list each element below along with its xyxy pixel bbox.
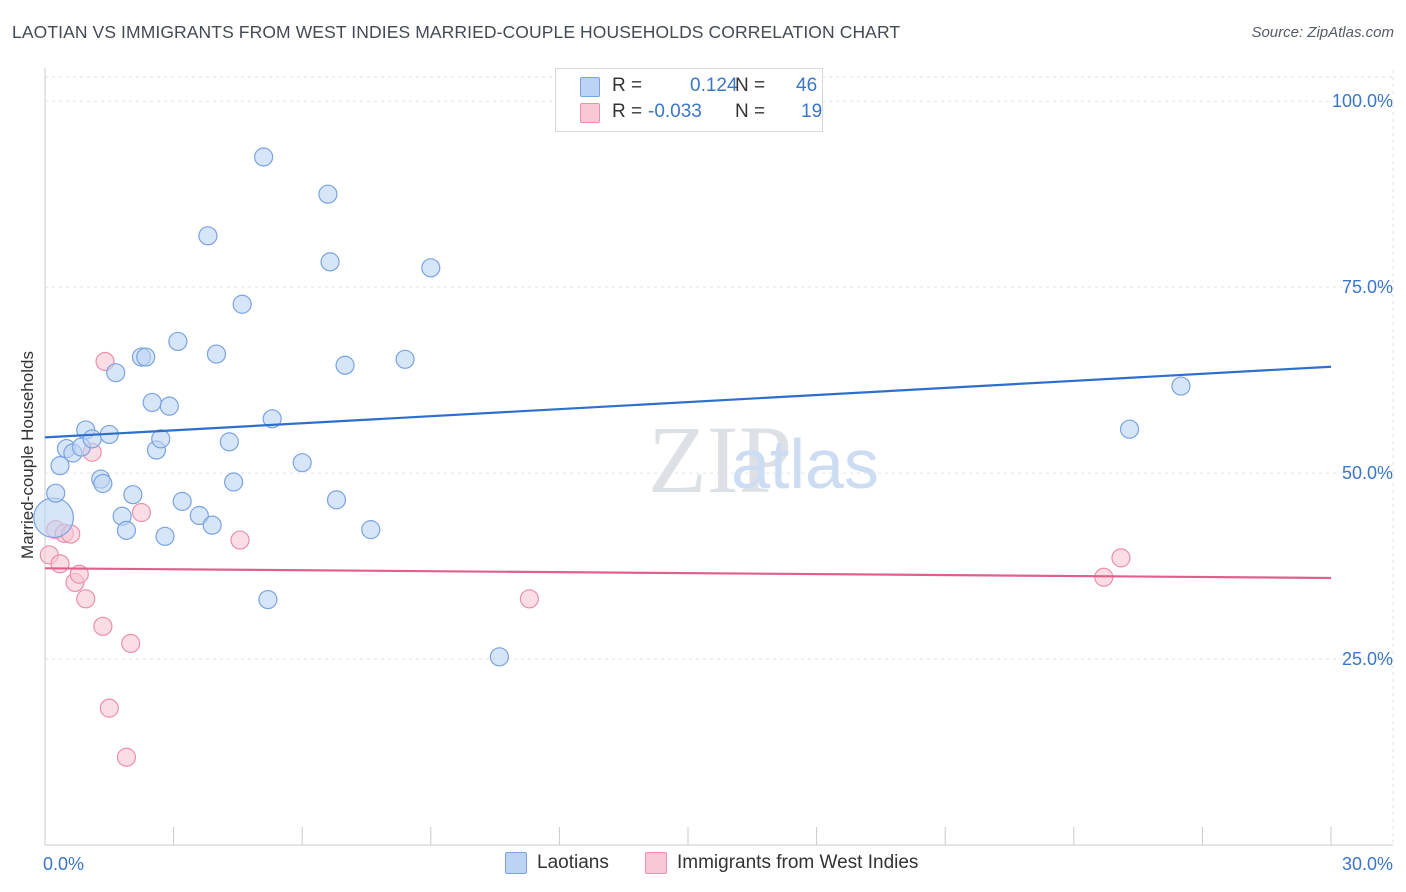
laotians-point (50, 456, 70, 476)
laotians-point (395, 349, 415, 369)
west-indies-point (69, 564, 89, 584)
laotians-point (189, 505, 209, 526)
west-indies-point (131, 502, 152, 523)
west-indies-legend-label: Immigrants from West Indies (677, 852, 919, 873)
n-label: N = (735, 101, 766, 122)
west-indies-legend-swatch (645, 852, 667, 874)
watermark-zip: ZIP (648, 406, 792, 513)
laotians-point (258, 589, 278, 610)
laotians-point (198, 226, 218, 246)
laotians-point (151, 429, 171, 449)
laotians-swatch (580, 77, 600, 97)
laotians-point (106, 363, 126, 383)
laotians-legend-swatch (505, 852, 527, 874)
laotians-point (93, 473, 113, 494)
laotians-legend-label: Laotians (537, 852, 609, 873)
y-tick-label: 100.0% (1332, 91, 1393, 111)
west-indies-point (1111, 548, 1131, 568)
n-label: N = (735, 75, 766, 96)
laotians-point (219, 432, 239, 452)
west-indies-r-value: -0.033 (648, 101, 702, 122)
west-indies-point (116, 747, 137, 767)
watermark-atlas: atlas (731, 425, 879, 503)
west-indies-point (121, 633, 141, 654)
y-tick-label: 50.0% (1342, 463, 1393, 483)
laotians-point (421, 258, 441, 278)
west-indies-point (76, 589, 96, 609)
laotians-point (335, 355, 355, 375)
r-label: R = (612, 101, 643, 122)
laotians-point (159, 396, 179, 416)
laotians-r-value: 0.124 (690, 75, 738, 96)
laotians-point (320, 252, 340, 272)
laotians-point (142, 392, 162, 413)
laotians-point (232, 294, 252, 314)
west-indies-point (50, 554, 70, 574)
source-label: Source: ZipAtlas.com (1251, 24, 1394, 41)
west-indies-trend-line (44, 567, 1332, 580)
laotians-point (254, 147, 274, 167)
laotians-point (1171, 376, 1191, 396)
west-indies-swatch (580, 103, 600, 123)
laotians-point (262, 409, 282, 429)
laotians-point (489, 647, 509, 667)
laotians-point (33, 497, 74, 539)
west-indies-point (519, 589, 539, 609)
y-tick-label: 75.0% (1342, 277, 1393, 297)
laotians-point (155, 526, 175, 546)
x-tick-label: 30.0% (1342, 854, 1393, 874)
laotians-point (318, 184, 338, 204)
r-label: R = (612, 75, 643, 96)
laotians-point (326, 490, 347, 510)
laotians-point (224, 472, 244, 492)
west-indies-n-value: 19 (801, 101, 823, 122)
laotians-point (168, 331, 188, 352)
laotians-point (361, 520, 381, 540)
laotians-point (116, 520, 137, 540)
x-tick-label: 0.0% (43, 854, 84, 874)
chart-title: LAOTIAN VS IMMIGRANTS FROM WEST INDIES M… (12, 22, 901, 42)
laotians-point (82, 429, 102, 449)
laotians-point (292, 453, 312, 473)
laotians-point (206, 344, 227, 364)
laotians-point (172, 491, 192, 511)
stats-legend: R = 0.124 N = 46 R = -0.033 N = 19 (555, 68, 823, 132)
west-indies-point (93, 616, 113, 636)
laotians-n-value: 46 (796, 75, 818, 96)
laotians-point (46, 483, 66, 503)
west-indies-point (99, 698, 119, 718)
y-tick-label: 25.0% (1342, 649, 1393, 669)
laotians-trend-line (44, 365, 1332, 439)
laotians-point (123, 485, 143, 505)
west-indies-point (230, 530, 250, 550)
laotians-point (1119, 419, 1140, 439)
laotians-point (202, 515, 222, 535)
laotians-point (136, 347, 156, 367)
